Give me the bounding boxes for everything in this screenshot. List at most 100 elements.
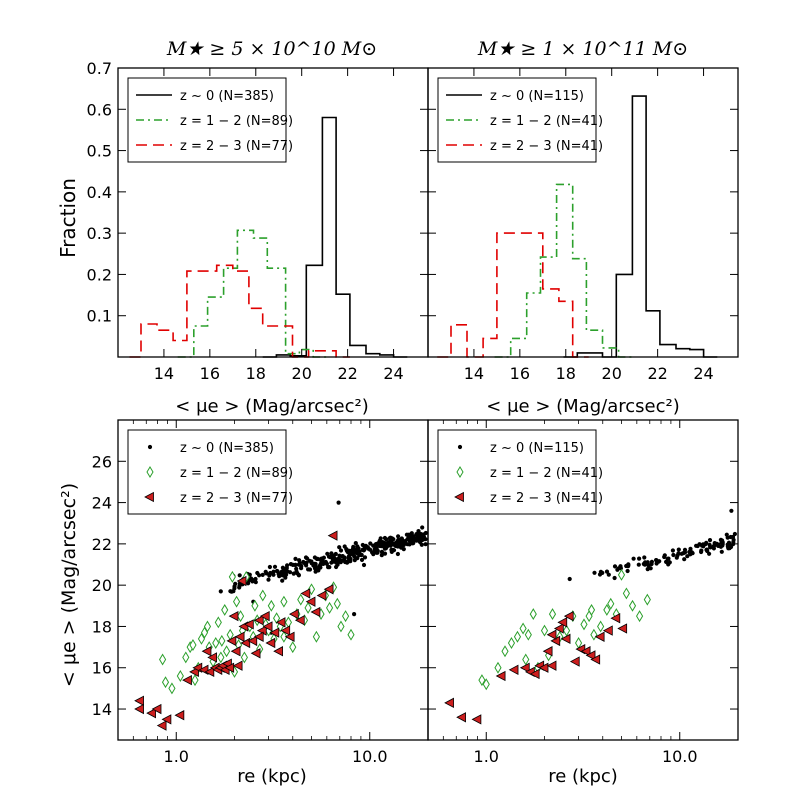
point	[189, 639, 197, 652]
point	[176, 670, 184, 682]
legend-marker	[457, 444, 463, 450]
point	[305, 556, 310, 561]
y-tick-label: 0.2	[87, 265, 112, 284]
legend-label: z = 2 − 3 (N=41)	[490, 139, 603, 154]
point	[397, 540, 402, 545]
point	[676, 551, 681, 556]
x-tick-label: 20	[602, 364, 622, 383]
point	[274, 568, 280, 574]
point	[389, 549, 394, 555]
point	[228, 570, 236, 583]
point	[257, 573, 262, 578]
panel-title-right: M★ ≥ 1 × 10^11 M⊙	[477, 38, 688, 60]
y-tick-label: 18	[92, 617, 112, 636]
scatter-series-0	[567, 508, 738, 582]
point	[221, 603, 229, 616]
point	[587, 603, 596, 616]
scatter-series-2	[134, 530, 338, 731]
legend-label: z = 2 − 3 (N=77)	[180, 491, 293, 506]
axes-frame	[427, 67, 739, 358]
point	[247, 635, 258, 647]
point	[233, 581, 238, 587]
point	[291, 571, 296, 576]
legend-label: z ~ 0 (N=385)	[180, 89, 274, 104]
point	[156, 720, 167, 731]
ticks: 14 16 18 20 22 24	[428, 67, 738, 383]
x-tick-label: 18	[246, 364, 266, 383]
point	[240, 637, 251, 649]
point	[676, 547, 681, 552]
point	[284, 631, 295, 642]
point	[300, 588, 311, 599]
point	[203, 620, 212, 633]
point	[347, 628, 355, 641]
point	[214, 616, 222, 629]
x-tick-label: 10.0	[352, 747, 388, 766]
point	[297, 593, 305, 606]
point	[471, 714, 482, 725]
panel-bottom-right: 1.0 10.0 z ~ 0 (N=115) z = 1 − 2 (N=41) z = …	[427, 419, 739, 766]
legend-label: z ~ 0 (N=115)	[490, 89, 584, 104]
point	[685, 554, 690, 559]
point	[230, 646, 241, 657]
point	[557, 617, 568, 628]
point	[628, 599, 637, 612]
point	[456, 712, 466, 723]
legend-marker	[144, 491, 154, 503]
point	[355, 544, 360, 549]
point	[146, 707, 156, 719]
point	[362, 555, 368, 560]
y-tick-label: 0.3	[87, 224, 112, 243]
legend: z ~ 0 (N=115) z = 1 − 2 (N=41) z = 2 − 3 (…	[437, 429, 603, 515]
x-tick-label: 24	[693, 364, 713, 383]
point	[682, 547, 688, 553]
point	[161, 676, 170, 689]
histogram-series-1	[494, 183, 633, 358]
histogram-series-1	[177, 229, 327, 358]
point	[134, 703, 144, 715]
point	[590, 654, 601, 665]
legend: z ~ 0 (N=385) z = 1 − 2 (N=89) z = 2 − 3 (…	[127, 429, 293, 515]
point	[719, 549, 724, 554]
point	[401, 542, 407, 547]
legend-label: z = 1 − 2 (N=89)	[180, 466, 293, 481]
point	[197, 632, 206, 645]
point	[580, 646, 591, 657]
point	[414, 537, 419, 542]
point	[617, 568, 626, 581]
point	[283, 575, 288, 580]
x-tick-label: 10.0	[662, 747, 698, 766]
point	[353, 541, 358, 546]
point	[679, 551, 684, 556]
point	[352, 612, 357, 617]
point	[560, 633, 571, 645]
point	[569, 656, 580, 667]
x-tick-label: 14	[464, 364, 484, 383]
point	[182, 674, 192, 686]
point	[161, 714, 172, 725]
point	[288, 562, 293, 567]
point	[667, 560, 672, 565]
panel-top-right: 14 16 18 20 22 24 z ~ 0 (N=115) z = 1 − 2 (N=41…	[427, 67, 739, 383]
point	[731, 537, 736, 543]
point	[654, 558, 659, 563]
point	[645, 567, 650, 572]
point	[724, 532, 729, 537]
point	[207, 652, 217, 663]
point	[368, 541, 373, 546]
point	[182, 651, 190, 664]
point	[280, 578, 285, 583]
point	[602, 625, 613, 636]
point	[337, 557, 342, 562]
point	[347, 555, 352, 560]
point	[341, 610, 350, 623]
x-tick-label: 14	[154, 364, 174, 383]
point	[305, 596, 316, 607]
panel-top-left: 14 16 18 20 22 24 0.1 0.2 0.3 0.4 0.5 0.6 0.7 z ~ 0 (…	[87, 59, 429, 383]
point	[670, 548, 676, 553]
scatter-series-1	[159, 570, 355, 695]
point	[253, 631, 264, 642]
scatter-series-0	[218, 500, 428, 635]
point	[580, 618, 588, 631]
point	[405, 537, 410, 542]
